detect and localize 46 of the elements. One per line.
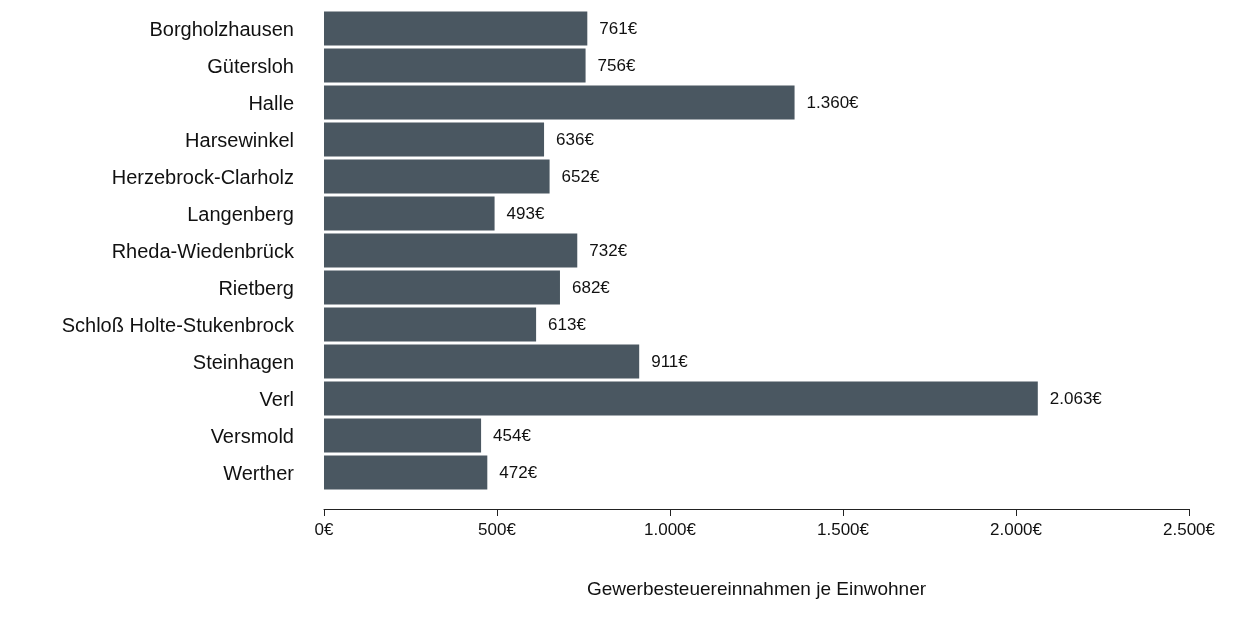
data-label: 682€	[571, 278, 611, 297]
bar	[324, 122, 545, 157]
y-tick-label: Rheda-Wiedenbrück	[111, 239, 295, 262]
data-label: 493€	[506, 204, 545, 223]
x-tick-label: 1.000€	[644, 520, 697, 539]
bar	[324, 233, 578, 268]
bar	[324, 270, 560, 305]
data-label: 652€	[561, 167, 600, 186]
bar	[324, 48, 586, 83]
bar	[324, 344, 640, 379]
bar	[324, 196, 495, 231]
x-tick-label: 0€	[314, 520, 334, 539]
y-tick-label: Harsewinkel	[185, 128, 294, 151]
data-label: 636€	[556, 130, 595, 149]
data-label: 911€	[651, 352, 689, 371]
y-tick-label: Steinhagen	[192, 350, 294, 373]
data-label: 472€	[499, 463, 538, 482]
x-tick-label: 1.500€	[817, 520, 870, 539]
bar	[324, 11, 588, 46]
y-tick-label: Versmold	[210, 424, 294, 447]
data-label: 732€	[589, 241, 628, 260]
x-tick-label: 2.500€	[1163, 520, 1216, 539]
data-label: 613€	[548, 315, 587, 334]
y-tick-label: Herzebrock-Clarholz	[111, 165, 294, 188]
y-tick-label: Werther	[223, 461, 295, 484]
bar	[324, 418, 482, 453]
data-label: 756€	[597, 56, 636, 75]
bar	[324, 85, 795, 120]
bar	[324, 307, 537, 342]
bar	[324, 381, 1038, 416]
x-axis-title: Gewerbesteuereinnahmen je Einwohner	[586, 578, 927, 599]
data-label: 454€	[493, 426, 532, 445]
x-tick-label: 2.000€	[990, 520, 1043, 539]
data-label: 2.063€	[1049, 389, 1103, 408]
y-tick-label: Schloß Holte-Stukenbrock	[61, 313, 295, 336]
y-tick-label: Gütersloh	[207, 54, 294, 77]
y-tick-label: Halle	[248, 91, 294, 114]
bar	[324, 159, 550, 194]
y-tick-label: Verl	[259, 387, 294, 410]
x-tick-label: 500€	[478, 520, 517, 539]
data-label: 1.360€	[806, 93, 860, 112]
y-tick-label: Rietberg	[218, 276, 294, 299]
y-tick-label: Langenberg	[187, 202, 294, 225]
y-tick-label: Borgholzhausen	[149, 17, 294, 40]
data-label: 761€	[599, 19, 638, 38]
bar	[324, 455, 488, 490]
